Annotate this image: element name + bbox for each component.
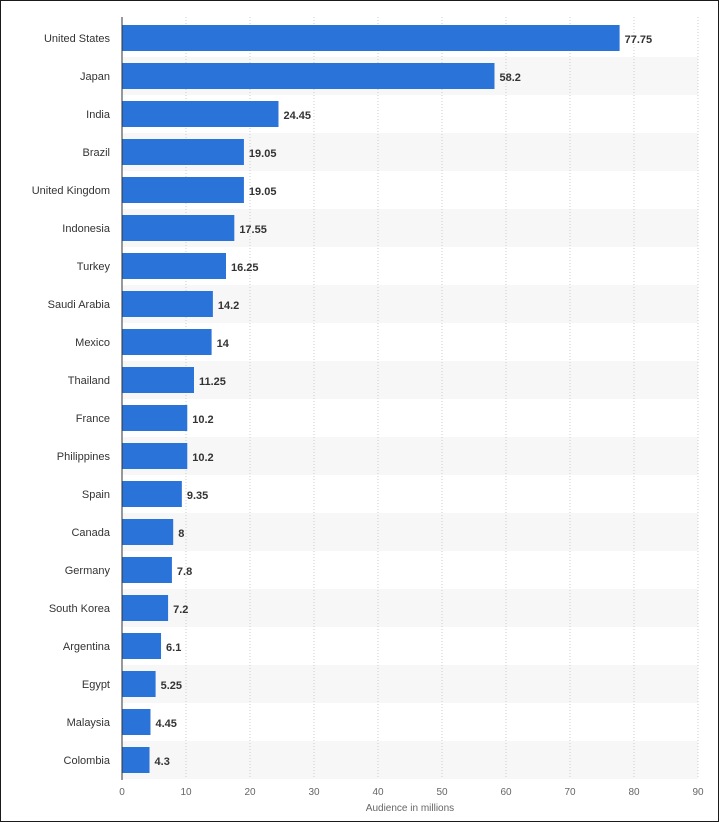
category-label: Mexico: [75, 337, 110, 349]
category-label: France: [76, 413, 110, 425]
category-label: United Kingdom: [32, 185, 110, 197]
row-stripe: [122, 513, 698, 551]
data-label: 9.35: [187, 490, 208, 502]
bar[interactable]: [122, 25, 620, 51]
category-label: Turkey: [77, 261, 111, 273]
x-tick-label: 70: [564, 787, 576, 798]
data-label: 10.2: [192, 414, 213, 426]
data-label: 16.25: [231, 262, 259, 274]
bar[interactable]: [122, 709, 151, 735]
category-label: Philippines: [57, 451, 111, 463]
row-stripe: [122, 361, 698, 399]
bar[interactable]: [122, 405, 188, 431]
data-label: 4.45: [155, 718, 176, 730]
x-tick-label: 0: [119, 787, 125, 798]
x-tick-label: 60: [500, 787, 512, 798]
bar[interactable]: [122, 443, 188, 469]
x-tick-label: 80: [628, 787, 640, 798]
data-label: 19.05: [249, 148, 277, 160]
category-label: Spain: [82, 489, 110, 501]
bar[interactable]: [122, 633, 162, 659]
x-tick-label: 40: [372, 787, 384, 798]
category-label: Egypt: [82, 679, 110, 691]
data-label: 7.8: [177, 566, 192, 578]
bar[interactable]: [122, 215, 235, 241]
category-label: Canada: [71, 527, 110, 539]
category-label: India: [86, 109, 111, 121]
bar[interactable]: [122, 253, 226, 279]
x-tick-label: 30: [308, 787, 320, 798]
data-label: 6.1: [166, 642, 181, 654]
category-label: United States: [44, 33, 111, 45]
data-label: 11.25: [199, 376, 226, 388]
category-label: Colombia: [64, 755, 111, 767]
x-tick-label: 50: [436, 787, 448, 798]
bar[interactable]: [122, 367, 194, 393]
data-label: 10.2: [192, 452, 213, 464]
row-stripe: [122, 285, 698, 323]
data-label: 19.05: [249, 186, 277, 198]
data-label: 14: [217, 338, 230, 350]
data-label: 8: [178, 528, 184, 540]
bar[interactable]: [122, 481, 182, 507]
bar[interactable]: [122, 177, 244, 203]
data-label: 17.55: [239, 224, 267, 236]
x-tick-label: 90: [692, 787, 704, 798]
bar[interactable]: [122, 557, 172, 583]
bar[interactable]: [122, 101, 279, 127]
category-label: Japan: [80, 71, 110, 83]
data-label: 4.3: [155, 756, 170, 768]
bar[interactable]: [122, 595, 169, 621]
bar[interactable]: [122, 291, 213, 317]
category-label: Malaysia: [67, 717, 111, 729]
bar[interactable]: [122, 139, 244, 165]
x-tick-label: 20: [244, 787, 256, 798]
data-label: 77.75: [625, 34, 653, 46]
bar[interactable]: [122, 329, 212, 355]
category-label: Argentina: [63, 641, 111, 653]
category-label: South Korea: [49, 603, 111, 615]
category-label: Germany: [65, 565, 111, 577]
data-label: 5.25: [161, 680, 182, 692]
data-label: 14.2: [218, 300, 239, 312]
bar[interactable]: [122, 747, 150, 773]
row-stripe: [122, 437, 698, 475]
category-label: Saudi Arabia: [48, 299, 111, 311]
data-label: 58.2: [499, 72, 520, 84]
bar[interactable]: [122, 671, 156, 697]
row-stripe: [122, 589, 698, 627]
data-label: 24.45: [283, 110, 311, 122]
x-tick-label: 10: [180, 787, 192, 798]
row-stripe: [122, 665, 698, 703]
bar[interactable]: [122, 519, 174, 545]
row-stripe: [122, 741, 698, 779]
bar[interactable]: [122, 63, 495, 89]
x-axis-title: Audience in millions: [366, 803, 454, 814]
category-label: Brazil: [82, 147, 110, 159]
category-label: Indonesia: [62, 223, 111, 235]
category-label: Thailand: [68, 375, 110, 387]
data-label: 7.2: [173, 604, 188, 616]
